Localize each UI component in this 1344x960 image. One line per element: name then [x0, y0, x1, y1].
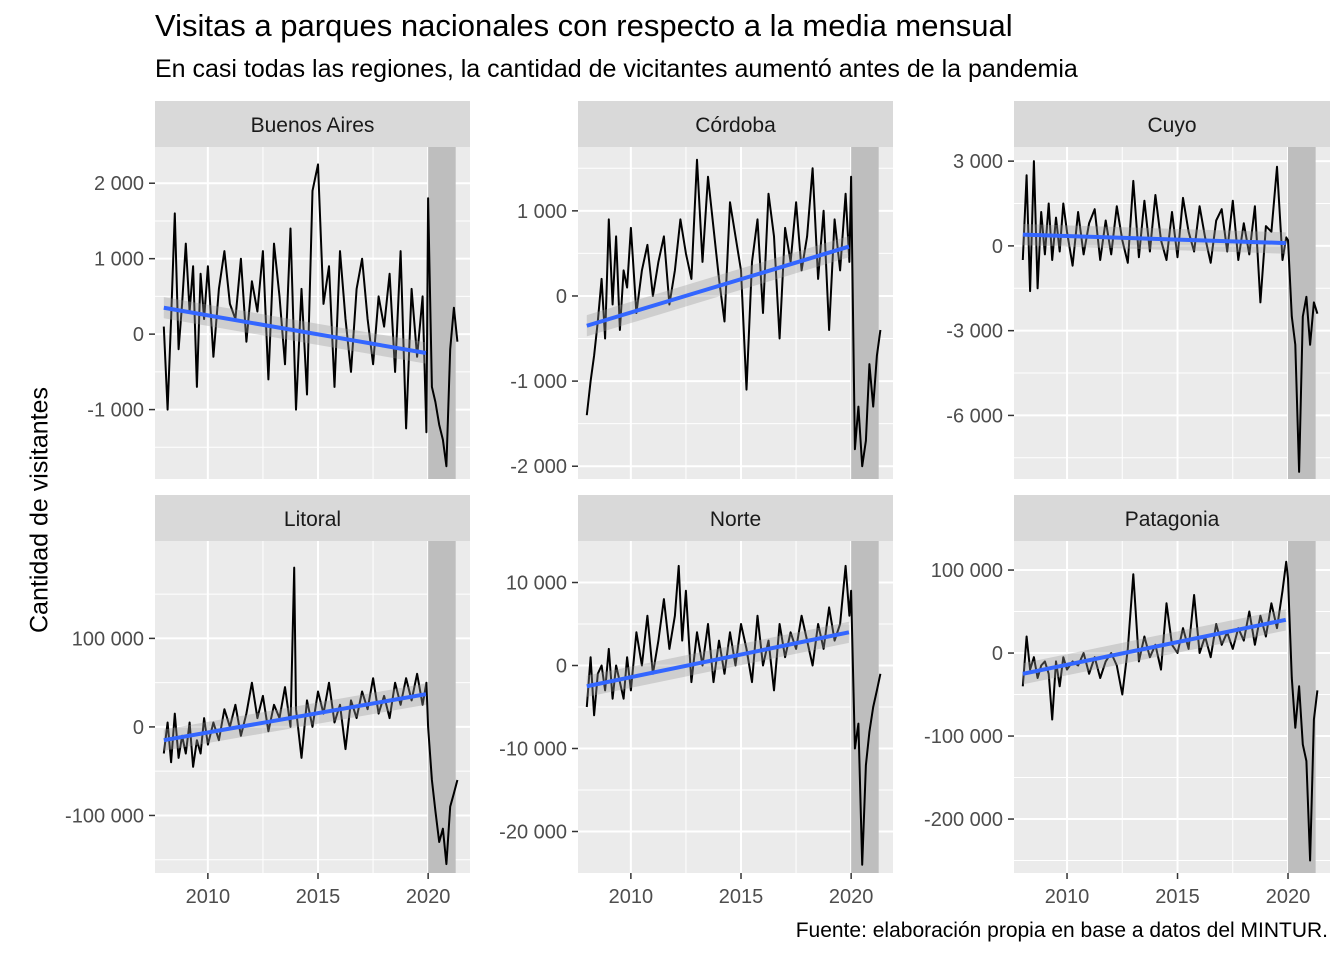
x-tick-label: 2010	[186, 886, 231, 908]
trend-line-norte	[586, 630, 850, 689]
x-tick-label: 2015	[719, 886, 764, 908]
y-tick-label: -1 000	[87, 400, 144, 422]
facet-label-litoral: Litoral	[284, 508, 341, 531]
y-tick-label: -100 000	[65, 805, 144, 827]
y-tick-label: -6 000	[946, 405, 1003, 427]
y-tick-label: 3 000	[953, 151, 1003, 173]
panel-background-cuyo	[1014, 147, 1330, 479]
x-tick-label: 2015	[296, 886, 341, 908]
y-tick-label: 100 000	[72, 628, 144, 650]
y-tick-label: 100 000	[931, 560, 1003, 582]
trend-line-cuyo	[1022, 232, 1286, 246]
trend-line-patagonia	[1022, 617, 1287, 676]
y-tick-label: -1 000	[510, 371, 567, 393]
y-tick-label: -200 000	[924, 809, 1003, 831]
y-tick-label: 10 000	[506, 573, 567, 595]
x-tick-label: 2020	[406, 886, 451, 908]
series-line-buenos-aires	[162, 163, 459, 468]
x-tick-label: 2020	[1266, 886, 1311, 908]
y-tick-label: 1 000	[94, 249, 144, 271]
facet-strip-patagonia	[1014, 495, 1330, 541]
y-tick-label: -10 000	[499, 739, 567, 761]
facet-label-cordoba: Córdoba	[695, 114, 776, 137]
chart-title: Visitas a parques nacionales con respect…	[155, 8, 1013, 43]
series-line-cordoba	[585, 158, 882, 468]
y-tick-label: 2 000	[94, 173, 144, 195]
y-tick-label: 0	[556, 286, 567, 308]
y-tick-label: 0	[992, 236, 1003, 258]
y-tick-label: -100 000	[924, 726, 1003, 748]
source-caption: Fuente: elaboración propia en base a dat…	[795, 919, 1328, 942]
y-tick-label: -2 000	[510, 456, 567, 478]
x-tick-label: 2020	[829, 886, 874, 908]
trend-line-litoral	[163, 692, 427, 743]
pandemic-shade-norte	[851, 541, 879, 873]
facet-strip-norte	[578, 495, 893, 541]
y-tick-label: 0	[992, 643, 1003, 665]
y-tick-label: -3 000	[946, 321, 1003, 343]
x-tick-label: 2015	[1155, 886, 1200, 908]
chart-subtitle: En casi todas las regiones, la cantidad …	[155, 55, 1078, 83]
x-tick-label: 2010	[1045, 886, 1090, 908]
series-line-norte	[585, 564, 882, 866]
y-tick-label: 0	[133, 324, 144, 346]
facet-label-cuyo: Cuyo	[1147, 114, 1196, 137]
y-tick-label: 0	[133, 717, 144, 739]
x-tick-label: 2010	[609, 886, 654, 908]
y-tick-label: -20 000	[499, 822, 567, 844]
trend-line-buenos-aires	[163, 305, 427, 355]
facet-strip-cuyo	[1014, 101, 1330, 147]
facet-label-norte: Norte	[710, 508, 761, 531]
facet-strip-cordoba	[578, 101, 893, 147]
pandemic-shade-litoral	[428, 541, 456, 873]
facet-strip-buenos-aires	[155, 101, 470, 147]
y-tick-label: 0	[556, 656, 567, 678]
trend-line-cordoba	[586, 244, 850, 328]
facet-label-buenos-aires: Buenos Aires	[251, 114, 375, 137]
y-tick-label: 1 000	[517, 201, 567, 223]
pandemic-shade-cordoba	[851, 147, 879, 479]
facet-label-patagonia: Patagonia	[1125, 508, 1220, 531]
facet-strip-litoral	[155, 495, 470, 541]
pandemic-shade-buenos-aires	[428, 147, 456, 479]
series-line-patagonia	[1021, 560, 1319, 862]
